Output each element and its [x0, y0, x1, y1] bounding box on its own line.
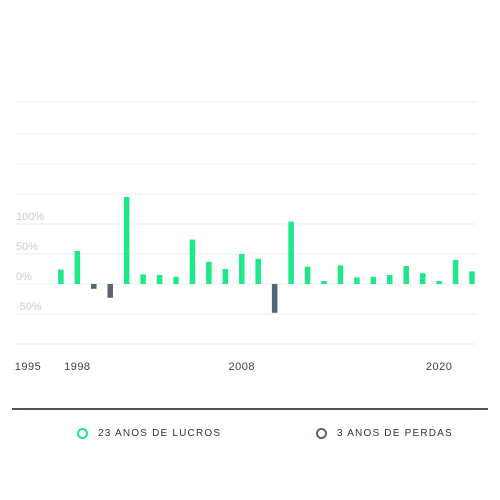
- legend-loss-label: 3 ANOS DE PERDAS: [337, 428, 453, 439]
- bar-chart: 100% 50% 0% -50% 1995 1998 2008 2020: [15, 101, 476, 373]
- y-tick-label: 100%: [16, 211, 44, 223]
- gain-bar: [321, 281, 327, 284]
- gain-bar: [173, 276, 179, 284]
- gain-bar: [403, 266, 409, 284]
- x-tick-label: 1998: [64, 361, 90, 373]
- loss-bar: [91, 284, 97, 289]
- y-tick-label: -50%: [16, 301, 42, 313]
- gain-bar: [304, 266, 311, 284]
- gain-bar: [288, 221, 294, 284]
- gain-bar: [206, 261, 212, 284]
- gain-bar: [469, 271, 475, 284]
- loss-marker-icon: [316, 428, 327, 439]
- gain-bar: [452, 260, 459, 284]
- legend-item-gains: 23 ANOS DE LUCROS: [77, 428, 221, 439]
- gain-bar: [436, 281, 442, 284]
- y-tick-label: 50%: [16, 241, 38, 253]
- x-tick-label: 2020: [426, 361, 452, 373]
- legend-divider: [12, 408, 488, 410]
- gain-bar: [387, 275, 393, 284]
- gain-bar: [140, 274, 146, 284]
- x-tick-label: 1995: [15, 361, 41, 373]
- gain-bar: [58, 269, 64, 284]
- gain-bar: [222, 269, 229, 284]
- legend-item-losses: 3 ANOS DE PERDAS: [316, 428, 453, 439]
- loss-bar: [271, 284, 278, 313]
- loss-bar: [107, 284, 113, 298]
- gain-bar: [239, 254, 245, 284]
- gain-bar: [74, 251, 81, 284]
- gain-bar: [337, 265, 344, 284]
- gain-bar: [419, 273, 426, 284]
- gain-bar: [370, 276, 377, 284]
- gain-bar: [354, 277, 360, 284]
- gain-bar: [123, 197, 130, 284]
- gain-bar: [189, 239, 196, 284]
- gain-marker-icon: [77, 428, 88, 439]
- legend-gain-label: 23 ANOS DE LUCROS: [98, 428, 222, 439]
- x-tick-label: 2008: [229, 361, 255, 373]
- y-tick-label: 0%: [16, 271, 32, 283]
- gain-bar: [156, 275, 163, 284]
- gain-bar: [255, 258, 261, 284]
